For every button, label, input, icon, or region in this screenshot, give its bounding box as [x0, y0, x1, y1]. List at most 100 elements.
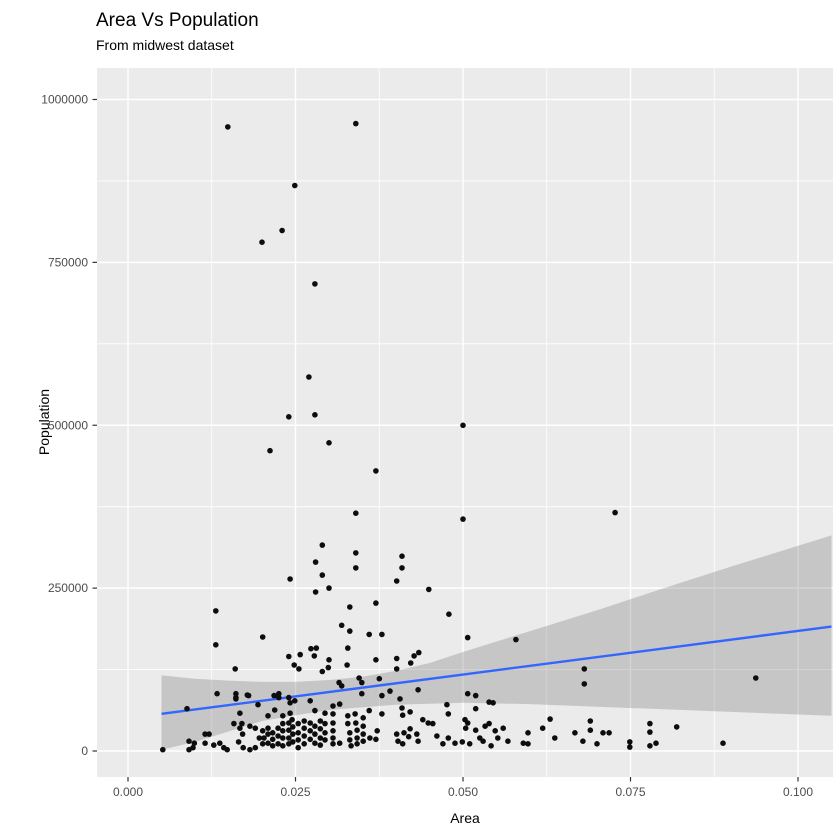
- data-point: [247, 723, 253, 729]
- data-point: [387, 688, 393, 694]
- data-point: [287, 700, 293, 706]
- data-point: [379, 631, 385, 638]
- data-point: [247, 746, 253, 753]
- data-point: [275, 733, 281, 739]
- data-point: [399, 705, 405, 711]
- data-point: [356, 675, 362, 681]
- data-point: [425, 720, 432, 726]
- data-point: [186, 738, 192, 744]
- data-point: [488, 743, 494, 749]
- data-point: [312, 707, 318, 714]
- data-point: [265, 713, 271, 719]
- data-point: [279, 227, 285, 234]
- data-point: [326, 440, 332, 446]
- data-point: [269, 730, 276, 736]
- data-point: [322, 720, 328, 727]
- data-point: [472, 705, 479, 712]
- data-point: [235, 739, 242, 745]
- data-point: [366, 707, 373, 714]
- data-point: [322, 737, 328, 743]
- data-point: [345, 645, 351, 651]
- data-point: [407, 726, 413, 732]
- data-point: [445, 735, 452, 741]
- data-point: [359, 690, 365, 697]
- data-point: [720, 740, 726, 746]
- data-point: [539, 725, 546, 731]
- data-point: [326, 585, 332, 591]
- data-point: [301, 741, 308, 747]
- data-point: [399, 741, 406, 747]
- data-point: [286, 727, 292, 733]
- data-point: [520, 740, 527, 746]
- data-point: [317, 735, 324, 741]
- data-point: [287, 710, 293, 716]
- data-point: [379, 711, 385, 717]
- data-point: [307, 698, 314, 704]
- data-point: [430, 720, 436, 727]
- data-point: [393, 731, 400, 737]
- data-point: [445, 711, 452, 717]
- data-point: [353, 120, 359, 127]
- data-point: [301, 733, 308, 739]
- data-point: [627, 739, 633, 745]
- data-point: [280, 743, 286, 749]
- data-point: [312, 740, 318, 746]
- data-point: [434, 733, 440, 739]
- data-point: [401, 730, 407, 736]
- data-point: [202, 731, 208, 737]
- data-point: [399, 553, 405, 559]
- x-tick-label: 0.075: [615, 785, 645, 799]
- data-point: [360, 715, 367, 721]
- data-point: [360, 738, 367, 744]
- data-point: [446, 611, 452, 617]
- data-point: [594, 741, 600, 747]
- data-point: [330, 741, 336, 747]
- data-point: [482, 723, 488, 729]
- data-point: [269, 736, 276, 743]
- data-point: [374, 728, 381, 734]
- data-point: [336, 740, 343, 746]
- y-tick-label: 750000: [48, 255, 88, 269]
- data-point: [606, 730, 612, 736]
- data-point: [415, 687, 421, 693]
- data-point: [353, 565, 359, 571]
- data-point: [319, 542, 326, 548]
- data-point: [301, 725, 308, 731]
- data-point: [276, 690, 282, 697]
- data-point: [587, 727, 594, 733]
- data-point: [587, 718, 594, 724]
- data-point: [295, 730, 302, 736]
- data-point: [267, 447, 273, 454]
- data-point: [271, 707, 278, 713]
- data-point: [647, 720, 653, 727]
- data-point: [547, 716, 553, 722]
- data-point: [360, 723, 367, 729]
- data-point: [753, 675, 759, 681]
- y-tick-label: 0: [81, 744, 88, 758]
- data-point: [312, 723, 318, 729]
- data-point: [290, 731, 296, 737]
- data-point: [581, 681, 588, 687]
- data-point: [231, 720, 237, 727]
- data-point: [373, 468, 379, 474]
- data-point: [295, 744, 302, 751]
- confidence-ribbon: [161, 535, 832, 750]
- data-point: [426, 586, 432, 593]
- data-point: [317, 726, 324, 732]
- data-point: [354, 735, 360, 741]
- data-point: [319, 572, 326, 578]
- data-point: [271, 692, 277, 699]
- data-point: [399, 712, 406, 718]
- data-point: [407, 660, 414, 666]
- data-point: [265, 731, 271, 737]
- data-point: [627, 744, 633, 750]
- data-point: [276, 694, 282, 701]
- data-point: [490, 700, 496, 706]
- data-point: [552, 735, 558, 741]
- data-point: [280, 728, 286, 734]
- data-point: [600, 730, 606, 736]
- data-point: [325, 664, 332, 671]
- data-point: [459, 739, 466, 745]
- data-point: [286, 694, 292, 701]
- data-point: [466, 741, 473, 747]
